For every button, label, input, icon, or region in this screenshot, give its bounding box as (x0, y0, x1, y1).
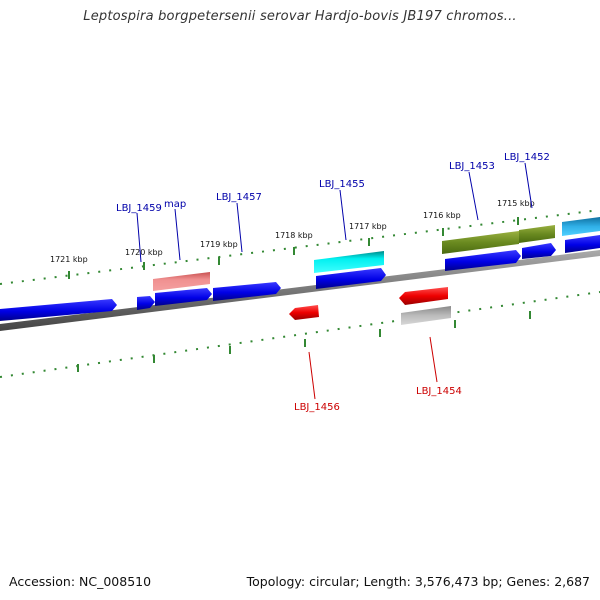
tick-label-1716: 1716 kbp (423, 211, 461, 220)
map-title: Leptospira borgpetersenii serovar Hardjo… (83, 9, 517, 24)
top-ruler (0, 209, 600, 285)
gene-label-lbj-1452: LBJ_1452 (504, 152, 550, 163)
gene-feature-cyan[interactable] (314, 251, 384, 273)
gene-feature-olive[interactable] (519, 225, 555, 243)
gene-label-lbj-1455: LBJ_1455 (319, 179, 365, 190)
gene-arrow (0, 299, 117, 321)
gene-label-map: map (164, 199, 186, 210)
gene-feature-gray[interactable] (401, 306, 451, 325)
bottom-ruler (0, 291, 600, 378)
top-ruler-ticks (68, 217, 519, 279)
gene-label-lbj-1456: LBJ_1456 (294, 402, 340, 413)
gene-label-lbj-1454: LBJ_1454 (416, 386, 462, 397)
gene-feature-map[interactable] (153, 272, 210, 291)
bottom-leader-lines (308, 336, 438, 400)
gene-arrow (137, 296, 155, 310)
bottom-ruler-ticks (77, 311, 531, 372)
gene-arrow-reverse[interactable] (399, 287, 448, 305)
gene-label-lbj-1459: LBJ_1459 (116, 203, 162, 214)
gene-label-lbj-1457: LBJ_1457 (216, 192, 262, 203)
tick-labels: 1721 kbp 1720 kbp 1719 kbp 1718 kbp 1717… (50, 199, 535, 264)
gene-feature-olive[interactable] (442, 231, 519, 254)
tick-label-1719: 1719 kbp (200, 240, 238, 249)
gene-arrow (213, 282, 281, 301)
top-leader-lines (136, 162, 533, 263)
genome-summary-text: Topology: circular; Length: 3,576,473 bp… (246, 574, 590, 589)
gene-arrow (316, 268, 386, 289)
forward-genes[interactable] (0, 235, 600, 321)
accession-text: Accession: NC_008510 (9, 574, 152, 589)
gene-label-lbj-1453: LBJ_1453 (449, 161, 495, 172)
gene-arrow (155, 288, 212, 306)
gene-feature-teal[interactable] (562, 217, 600, 236)
gene-arrow (565, 235, 600, 253)
gene-arrow-reverse[interactable] (289, 305, 319, 320)
tick-label-1718: 1718 kbp (275, 231, 313, 240)
tick-label-1717: 1717 kbp (349, 222, 387, 231)
tick-label-1720: 1720 kbp (125, 248, 163, 257)
tick-label-1721: 1721 kbp (50, 255, 88, 264)
gene-arrow (445, 250, 521, 271)
tick-label-1715: 1715 kbp (497, 199, 535, 208)
gene-labels[interactable]: LBJ_1459 map LBJ_1457 LBJ_1455 LBJ_1453 … (116, 152, 550, 413)
gene-arrow (522, 243, 556, 259)
